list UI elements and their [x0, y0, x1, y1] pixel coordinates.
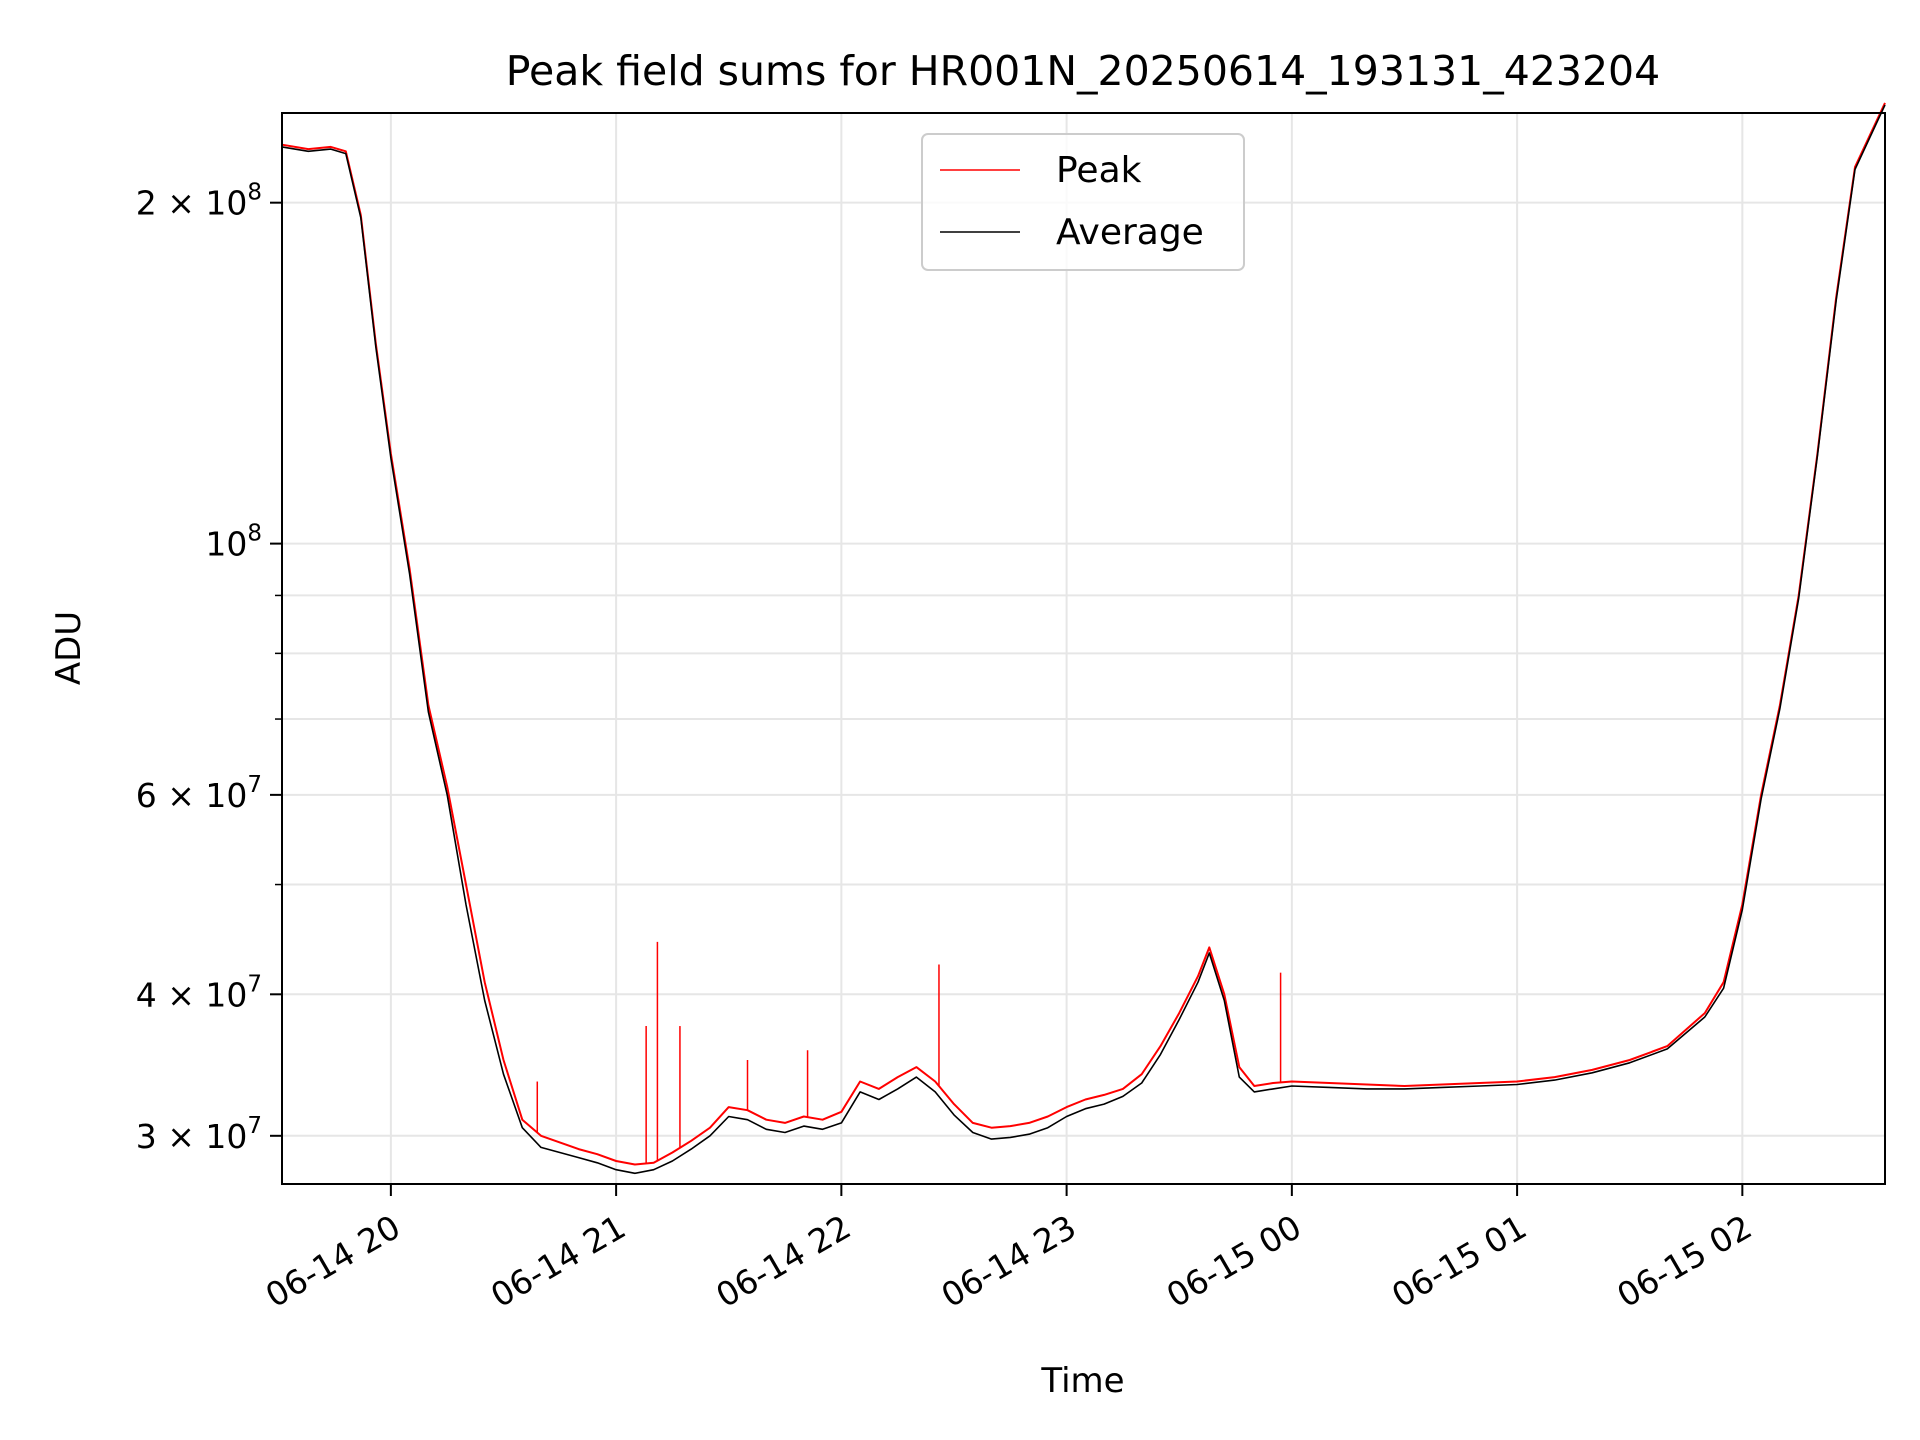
- y-tick-label: 6 × 107: [136, 772, 262, 815]
- series-lines: [281, 102, 1886, 1175]
- legend: Peak Average: [921, 133, 1245, 271]
- series-line-peak: [281, 102, 1886, 1166]
- y-tick-label: 108: [205, 521, 262, 564]
- y-axis-ticks: 3 × 107 4 × 107 6 × 107 108 2 × 108: [136, 180, 282, 1156]
- legend-label-peak: Peak: [1056, 150, 1142, 191]
- grid: [282, 113, 1885, 1184]
- y-tick-label: 3 × 107: [136, 1113, 262, 1156]
- x-axis-label: Time: [1040, 1361, 1124, 1401]
- legend-label-average: Average: [1056, 212, 1204, 253]
- legend-box: [921, 133, 1245, 271]
- y-tick-label: 4 × 107: [136, 971, 262, 1014]
- y-axis-label: ADU: [49, 611, 89, 685]
- y-tick-label: 2 × 108: [136, 180, 262, 223]
- series-line-average: [281, 104, 1886, 1175]
- chart-title: Peak field sums for HR001N_20250614_1931…: [506, 47, 1660, 95]
- plot-frame: [281, 112, 1886, 1185]
